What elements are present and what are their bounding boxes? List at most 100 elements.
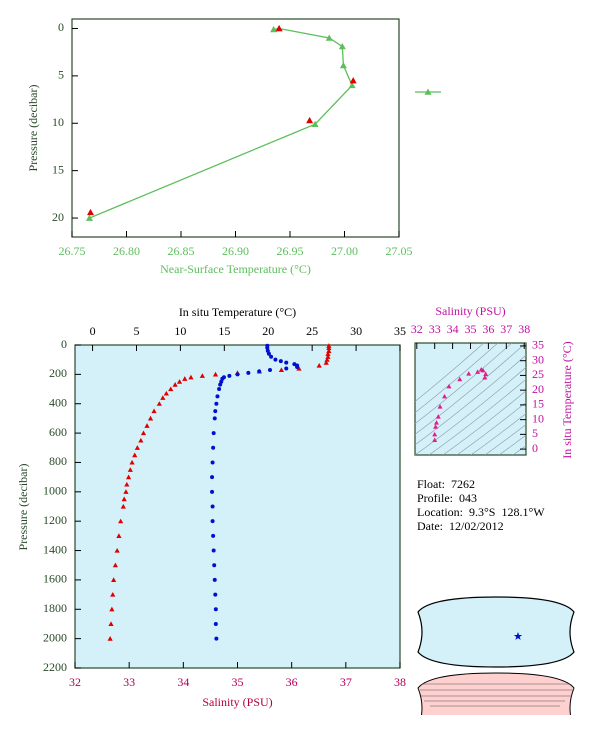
temperature-point	[188, 374, 194, 380]
temperature-point	[323, 360, 329, 365]
temperature-point	[116, 533, 122, 538]
top-tick-label: 30	[350, 324, 362, 338]
right-tick-label: 25	[532, 367, 544, 381]
temperature-point	[108, 621, 114, 627]
salinity-point	[213, 607, 218, 612]
info-label: Date:	[417, 519, 443, 533]
temperature-point	[296, 365, 302, 371]
temperature-point	[125, 474, 132, 480]
salinity-point	[268, 367, 272, 372]
top-tick-label: 35	[465, 322, 477, 336]
contour-line	[470, 413, 526, 455]
temperature-point	[114, 547, 120, 553]
bottom-tick-label: 32	[69, 675, 81, 689]
top-tick-label: 34	[447, 322, 459, 336]
salinity-point	[218, 382, 223, 387]
top-tick-label: 15	[218, 324, 230, 338]
salinity-point	[210, 475, 215, 480]
temperature-point	[147, 415, 154, 421]
right-tick-label: 5	[532, 426, 538, 440]
bottom-tick-label: 26.80	[113, 244, 140, 258]
temperature-point	[138, 437, 144, 443]
left-tick-label: 1600	[43, 572, 67, 586]
salinity-point	[246, 370, 251, 375]
salinity-point	[278, 359, 283, 364]
plot-area	[71, 18, 400, 238]
ts-point	[475, 369, 481, 374]
line-marker	[325, 34, 333, 41]
left-tick-label: 1800	[43, 601, 67, 615]
temperature-point	[326, 348, 332, 353]
salinity-point	[269, 354, 274, 359]
info-label: Location:	[417, 505, 463, 519]
right-tick-label: 0	[532, 441, 538, 455]
line-marker	[338, 42, 346, 50]
contour-line	[415, 354, 526, 446]
salinity-point	[273, 357, 278, 362]
salinity-point	[284, 366, 289, 371]
red-marker	[349, 77, 357, 84]
top-axis-label: In situ Temperature (°C)	[179, 305, 296, 319]
bottom-tick-label: 35	[232, 675, 244, 689]
ts-point	[432, 431, 438, 437]
temperature-point	[118, 518, 124, 524]
ts-point	[446, 383, 452, 389]
temperature-point	[123, 489, 129, 494]
temperature-point	[109, 606, 115, 612]
temperature-point	[144, 423, 150, 428]
top-tick-label: 10	[174, 324, 186, 338]
float-info: Profile: 043	[417, 491, 477, 505]
salinity-point	[210, 504, 215, 509]
info-label: Profile:	[417, 491, 453, 505]
line-marker	[348, 81, 356, 89]
salinity-point	[213, 621, 218, 626]
top-tick-label: 20	[262, 324, 274, 338]
float-info: Location: 9.3°S 128.1°W	[417, 505, 545, 519]
right-axis-label: In situ Temperature (°C)	[560, 341, 574, 458]
bottom-tick-label: 26.75	[59, 244, 86, 258]
temperature-point	[212, 371, 219, 377]
bottom-tick-label: 38	[394, 675, 406, 689]
info-value: 12/02/2012	[449, 519, 504, 533]
density-contours	[415, 343, 526, 455]
temperature-point	[316, 362, 322, 368]
salinity-point	[213, 592, 218, 597]
temperature-point	[132, 452, 138, 458]
temperature-point	[199, 373, 205, 378]
left-tick-label: 2200	[43, 660, 67, 674]
red-marker	[306, 116, 314, 124]
bottom-tick-label: 27.00	[331, 244, 358, 258]
line-marker	[339, 61, 347, 69]
top-axis-label: Salinity (PSU)	[435, 304, 505, 318]
salinity-point	[215, 394, 220, 399]
info-value: 043	[459, 491, 477, 505]
y-axis-label: Pressure (decibar)	[26, 85, 40, 172]
top-tick-label: 33	[429, 322, 441, 336]
salinity-point	[214, 636, 219, 641]
salinity-point	[213, 409, 218, 414]
salinity-point	[211, 445, 216, 450]
right-tick-label: 20	[532, 382, 544, 396]
salinity-point	[211, 548, 216, 553]
ts-point	[457, 376, 463, 382]
temperature-point	[111, 577, 117, 582]
contour-line	[415, 343, 499, 414]
salinity-point	[212, 416, 217, 421]
ts-point	[480, 367, 486, 373]
contour-line	[456, 401, 526, 455]
red-marker	[275, 24, 283, 32]
top-tick-label: 37	[500, 322, 512, 336]
left-tick-label: 600	[49, 425, 67, 439]
temperature-point	[107, 636, 113, 641]
ts-point	[442, 393, 448, 399]
left-tick-label: 20	[52, 210, 64, 224]
red-marker	[87, 208, 95, 216]
salinity-point	[211, 533, 216, 538]
temperature-point	[278, 367, 285, 373]
salinity-point	[210, 489, 215, 494]
temperature-point	[121, 496, 127, 502]
temperature-point	[112, 562, 119, 568]
salinity-point	[284, 360, 289, 365]
temperature-point	[127, 467, 133, 472]
contour-line	[442, 390, 526, 455]
